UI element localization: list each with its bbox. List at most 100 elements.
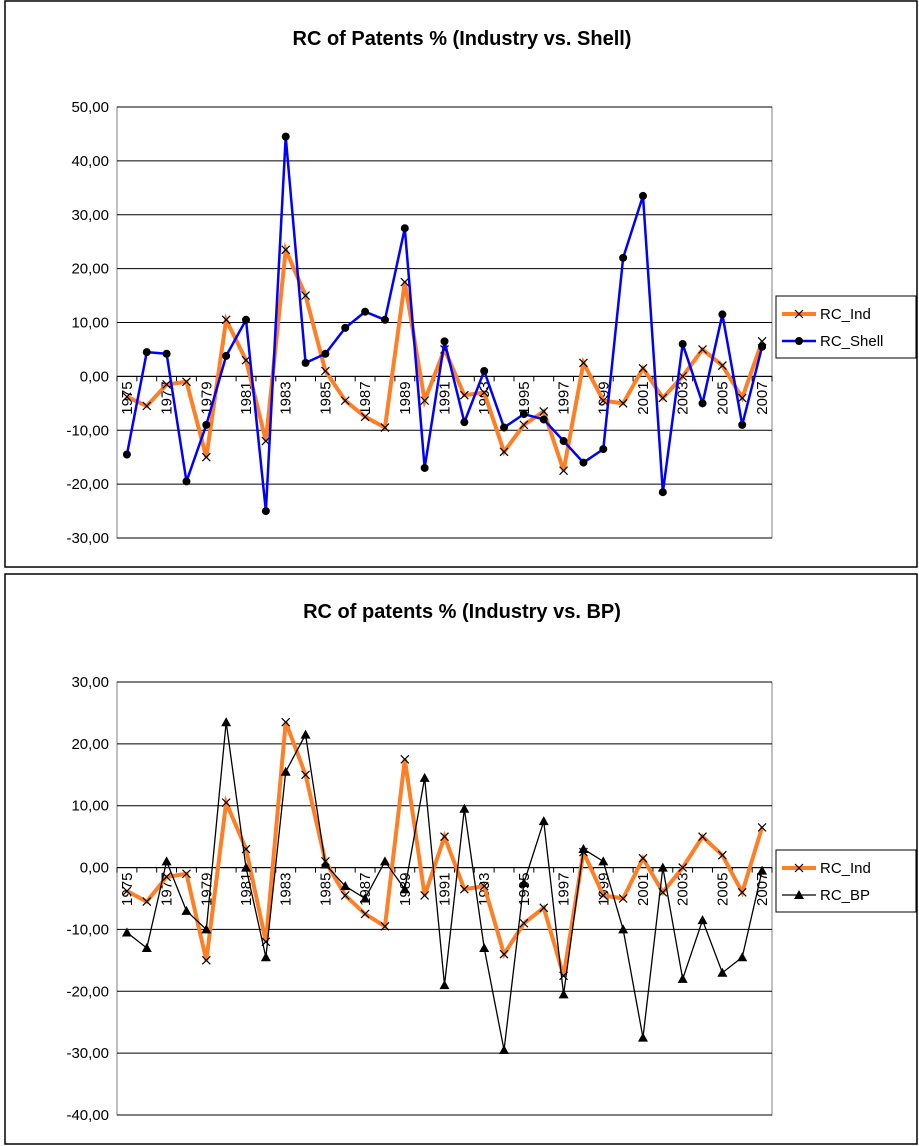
x-tick-label: 1985: [317, 873, 334, 906]
data-point-RC_BP: [379, 856, 390, 866]
data-point-RC_Shell: [420, 463, 429, 472]
data-point-RC_BP: [241, 862, 252, 872]
data-point-RC_Shell: [678, 340, 687, 349]
x-tick-label: 1991: [437, 381, 454, 414]
data-point-RC_BP: [737, 952, 748, 962]
y-tick-label: 40,00: [71, 153, 109, 170]
data-point-RC_Shell: [480, 366, 489, 375]
y-tick-label: 0,00: [80, 860, 109, 877]
data-point-RC_Ind: [440, 832, 449, 842]
data-point-RC_Shell: [579, 458, 588, 467]
data-point-RC_Ind: [360, 909, 370, 919]
data-point-RC_Ind: [638, 853, 648, 863]
data-point-RC_Ind: [698, 832, 707, 842]
data-point-RC_BP: [280, 766, 291, 776]
data-point-RC_Ind: [301, 770, 310, 780]
data-point-RC_Ind: [678, 371, 688, 381]
legend-box: [775, 849, 917, 913]
data-point-RC_Shell: [321, 349, 330, 358]
x-tick-label: 2003: [675, 381, 692, 414]
data-point-RC_Shell: [222, 351, 231, 360]
data-point-RC_Ind: [638, 363, 648, 373]
x-tick-label: 1981: [238, 873, 255, 906]
data-point-RC_Ind: [400, 277, 410, 287]
data-point-RC_Shell: [500, 423, 509, 432]
data-point-RC_Ind: [400, 754, 410, 764]
data-point-RC_Ind: [420, 890, 430, 900]
data-point-RC_Ind: [539, 406, 549, 416]
y-tick-label: 0,00: [80, 368, 109, 385]
chart-title: RC of Patents % (Industry vs. Shell): [293, 28, 632, 50]
data-point-RC_BP: [439, 980, 450, 990]
y-tick-label: -30,00: [66, 530, 109, 547]
data-point-RC_BP: [399, 884, 410, 894]
x-tick-label: 1983: [278, 381, 295, 414]
data-point-RC_Ind: [519, 918, 529, 928]
data-point-RC_Shell: [539, 415, 548, 424]
data-point-RC_Ind: [221, 798, 231, 808]
x-tick-label: 1999: [595, 873, 612, 906]
data-point-RC_Ind: [420, 396, 430, 406]
data-point-RC_BP: [181, 905, 192, 915]
data-point-RC_Ind: [281, 245, 291, 255]
data-point-RC_Shell: [460, 418, 469, 427]
y-tick-label: -30,00: [66, 1045, 109, 1062]
x-tick-label: 1995: [516, 381, 533, 414]
data-point-RC_Ind: [142, 897, 152, 907]
x-tick-label: 1981: [238, 381, 255, 414]
y-tick-label: 30,00: [71, 207, 109, 224]
data-point-RC_Ind: [479, 388, 489, 397]
data-point-RC_Ind: [360, 412, 370, 422]
data-point-RC_Ind: [320, 366, 330, 376]
y-tick-label: 30,00: [71, 674, 109, 691]
data-point-RC_Shell: [400, 224, 409, 233]
data-point-RC_Ind: [142, 401, 152, 411]
x-tick-label: 2001: [635, 381, 652, 414]
data-point-RC_Ind: [658, 393, 668, 403]
data-point-RC_BP: [677, 973, 688, 983]
data-point-RC_Shell: [162, 349, 171, 358]
data-point-RC_Ind: [162, 380, 172, 389]
x-tick-label: 1975: [119, 873, 136, 906]
data-point-RC_Ind: [499, 447, 509, 457]
data-point-RC_Ind: [519, 420, 529, 430]
data-point-RC_Ind: [182, 377, 191, 387]
data-point-RC_Ind: [340, 890, 350, 900]
data-point-RC_BP: [637, 1032, 648, 1042]
data-point-RC_Ind: [757, 822, 767, 832]
x-tick-label: 2003: [675, 873, 692, 906]
data-point-RC_Shell: [718, 310, 727, 319]
x-tick-label: 2007: [754, 381, 771, 414]
data-point-RC_Ind: [598, 890, 608, 900]
x-tick-label: 2005: [714, 381, 731, 414]
x-tick-label: 2001: [635, 873, 652, 906]
data-point-RC_Ind: [618, 398, 628, 408]
data-point-RC_BP: [717, 967, 728, 977]
data-point-RC_BP: [499, 1045, 510, 1055]
x-tick-label: 1995: [516, 873, 533, 906]
data-point-RC_Ind: [340, 396, 350, 406]
x-tick-label: 1997: [556, 381, 573, 414]
y-tick-label: 10,00: [71, 315, 109, 332]
x-tick-label: 1987: [357, 381, 374, 414]
data-point-RC_Ind: [380, 423, 390, 432]
chart-industry-vs-bp: RC of patents % (Industry vs. BP) 30,00 2…: [4, 573, 918, 1145]
data-point-RC_BP: [141, 942, 152, 952]
legend-marker-RC_Ind: [794, 863, 804, 873]
data-point-RC_Shell: [738, 420, 747, 429]
legend-box: [775, 295, 917, 359]
data-point-RC_Ind: [717, 850, 727, 860]
data-point-RC_Ind: [281, 717, 291, 727]
legend-label-RC_BP: RC_BP: [820, 887, 870, 904]
data-point-RC_Shell: [698, 399, 707, 408]
chart-title: RC of patents % (Industry vs. BP): [303, 601, 621, 623]
legend-marker-RC_Shell: [795, 337, 803, 345]
x-tick-label: 2005: [714, 873, 731, 906]
y-tick-label: -20,00: [66, 983, 109, 1000]
data-point-RC_Ind: [221, 315, 231, 325]
data-point-RC_BP: [320, 859, 331, 869]
legend-marker-RC_BP: [794, 890, 804, 899]
data-point-RC_BP: [538, 816, 549, 826]
data-point-RC_Ind: [122, 886, 132, 896]
data-point-RC_Shell: [599, 445, 608, 454]
